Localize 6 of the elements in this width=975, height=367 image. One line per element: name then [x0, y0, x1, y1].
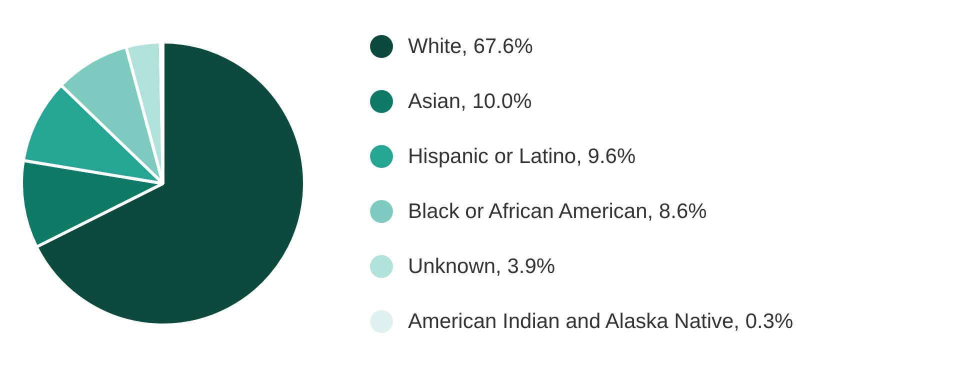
- legend-label: Black or African American, 8.6%: [408, 198, 707, 224]
- legend-label: Hispanic or Latino, 9.6%: [408, 144, 636, 170]
- legend-label: Asian, 10.0%: [408, 88, 532, 114]
- legend-label: Unknown, 3.9%: [408, 254, 556, 280]
- legend-label: White, 67.6%: [408, 34, 533, 60]
- legend-label: American Indian and Alaska Native, 0.3%: [408, 308, 794, 334]
